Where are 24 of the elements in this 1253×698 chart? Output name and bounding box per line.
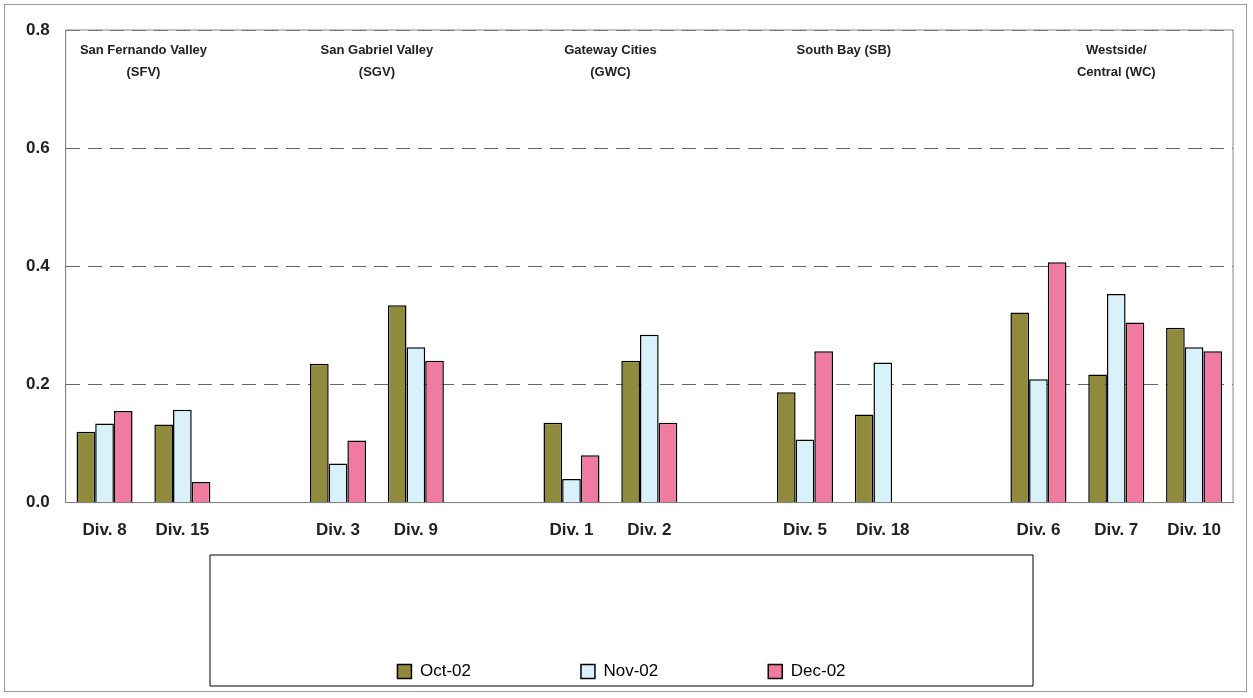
annotation: San Fernando Valley (SFV) — [79, 42, 208, 80]
x-tick-label: Div. 15 — [155, 520, 210, 540]
y-tick-label: 0.2 — [25, 374, 50, 394]
annotation: Gateway Cities (GWC) — [564, 42, 657, 80]
legend-label: Dec-02 — [790, 661, 846, 681]
annotation: Westside/ Central (WC) — [1076, 42, 1156, 80]
x-tick-label: Div. 8 — [82, 520, 127, 540]
x-tick-label: Div. 10 — [1167, 520, 1221, 540]
x-tick-label: Div. 5 — [782, 520, 828, 540]
legend-label: Oct-02 — [419, 661, 471, 681]
x-tick-label: Div. 2 — [627, 520, 672, 540]
y-tick-label: 0.0 — [25, 492, 50, 512]
y-tick-label: 0.6 — [25, 137, 50, 157]
x-tick-label: Div. 6 — [1016, 520, 1061, 540]
x-tick-label: Div. 1 — [549, 520, 594, 540]
annotation: South Bay (SB) — [796, 42, 892, 58]
annotation: San Gabriel Valley (SGV) — [320, 42, 435, 80]
x-tick-label: Div. 18 — [856, 520, 910, 540]
x-tick-label: Div. 9 — [393, 520, 438, 540]
x-tick-label: Div. 7 — [1094, 520, 1139, 540]
y-tick-label: 0.4 — [25, 255, 51, 275]
x-tick-label: Div. 3 — [315, 520, 361, 540]
y-tick-label: 0.8 — [25, 19, 50, 39]
legend-label: Nov-02 — [603, 661, 659, 681]
